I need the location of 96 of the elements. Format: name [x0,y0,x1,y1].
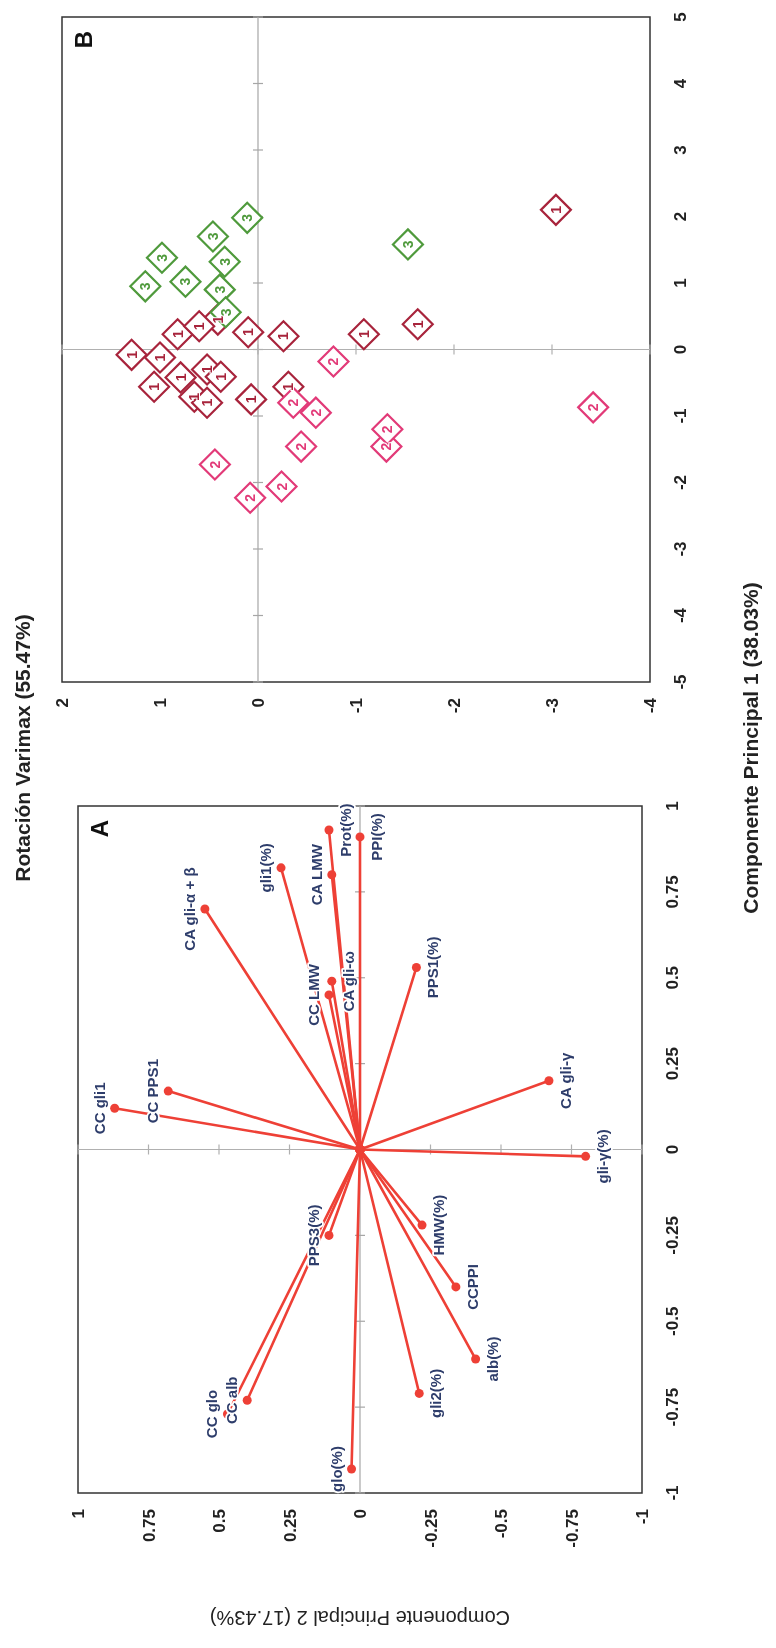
x-tick-label: 1 [69,1509,88,1519]
text: 1 [275,332,292,341]
text: 1 [243,395,260,404]
y-tick-label: -5 [671,674,690,690]
x-tick-label: -1 [347,698,366,714]
y-tick-label: -3 [671,541,690,557]
text: 2 [378,442,395,451]
text: Prot(%) [336,803,354,857]
y-tick-label: 4 [671,78,690,89]
text: CA LMW [307,843,325,906]
text: 1 [146,382,163,391]
y-tick-label: 0 [671,344,690,355]
text: 1 [123,350,140,359]
text: 1 [152,353,168,362]
y-tick-label: 0.25 [663,1047,682,1081]
text: 1 [212,372,229,381]
x-axis-title: Componente Principal 2 (17.43%) [209,1607,511,1629]
y-tick-label: -1 [663,1485,682,1501]
text: 1 [169,330,186,339]
text: glo(%) [327,1446,345,1492]
text: 1 [280,382,297,391]
text: CA gli-α + β [180,867,198,951]
y-tick-label: 0.5 [663,965,682,990]
x-tick-label: 0 [351,1509,370,1519]
y-tick-label: 0 [663,1144,682,1155]
text: CC glo [203,1389,221,1439]
x-tick-label: 1 [151,698,170,708]
text: HMW(%) [430,1194,448,1256]
series-label: 2 [285,398,302,407]
text: 1 [355,330,372,339]
x-tick-label: -2 [445,698,464,714]
text: 3 [216,257,233,266]
y-tick-label: -0.5 [663,1306,682,1336]
text: 3 [239,213,256,222]
text: 1 [409,320,426,329]
y-tick-label: 0.75 [663,875,682,909]
y-axis-title: Componente Principal 1 (38.03%) [739,582,762,914]
text: 1 [240,328,257,337]
y-tick-label: -2 [671,474,690,491]
text: PPI(%) [368,813,385,861]
x-tick-label: -0.5 [492,1509,511,1539]
text: gli-γ(%) [593,1129,611,1184]
text: 1 [172,373,189,382]
y-tick-label: 2 [671,211,690,222]
text: 2 [242,493,259,502]
text: CCPPI [463,1263,481,1310]
text: 1 [209,315,226,324]
y-tick-label: -0.75 [663,1387,682,1427]
chart-title: Rotación Varimax (55.47%) [11,614,34,882]
text: 3 [211,285,228,294]
x-tick-label: 0.5 [210,1509,229,1533]
x-tick-label: -4 [641,697,660,714]
text: 1 [199,398,216,407]
text: 2 [273,482,290,491]
x-tick-label: 0.25 [280,1509,300,1543]
y-tick-label: 5 [671,12,690,22]
y-tick-label: -0.25 [663,1216,682,1255]
text: CC gli1 [90,1082,108,1135]
text: CA gli-ω [339,950,357,1012]
text: 1 [191,322,208,331]
text: 2 [325,357,342,366]
text: 3 [399,240,416,249]
series-label: 3 [177,277,194,286]
y-tick-label: 1 [671,278,690,288]
text: alb(%) [483,1336,501,1382]
text: CC PPS1 [144,1059,162,1124]
x-tick-label: 0 [249,698,268,708]
text: 2 [307,408,324,417]
y-tick-label: 1 [663,801,682,811]
text: PPS1(%) [424,936,442,999]
text: 3 [217,308,234,317]
text: CA gli-γ [556,1052,574,1109]
text: 3 [204,232,221,241]
x-tick-label: -0.25 [421,1509,441,1548]
text: 2 [585,403,602,412]
y-tick-label: -1 [671,408,690,424]
text: 2 [206,460,223,469]
annotation: A [86,820,113,838]
x-tick-label: -1 [633,1509,652,1525]
text: PPS3(%) [304,1204,322,1267]
text: 1 [547,205,564,214]
x-tick-label: 2 [53,698,72,708]
text: gli1(%) [257,843,275,893]
text: CC alb [223,1376,241,1425]
y-tick-label: -4 [671,607,690,624]
text: gli2(%) [427,1368,445,1418]
text: 2 [379,425,396,434]
text: CC LMW [304,963,322,1026]
text: 3 [153,253,170,262]
x-tick-label: -3 [543,698,562,714]
annotation: B [70,31,97,49]
x-tick-label: -0.75 [562,1509,582,1548]
text: 3 [137,282,154,291]
text: 2 [293,442,310,451]
x-tick-label: 0.75 [139,1509,159,1543]
y-tick-label: 3 [671,145,690,155]
